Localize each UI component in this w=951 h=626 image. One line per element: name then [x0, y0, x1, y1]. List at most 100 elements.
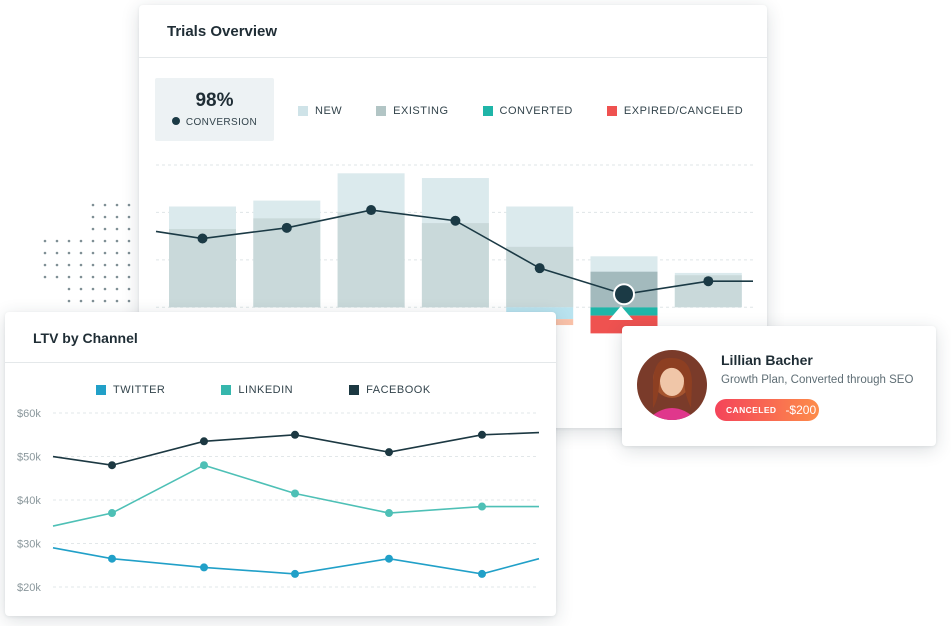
decorative-dot	[67, 263, 71, 267]
decorative-dot	[91, 263, 95, 267]
conversion-point	[197, 233, 208, 244]
conversion-dot-icon	[171, 117, 180, 125]
tooltip-pointer	[609, 306, 633, 320]
conversion-kpi: 98% CONVERSION	[155, 78, 274, 141]
ltv-chart: $20k $30k $40k $50k $60k	[17, 408, 540, 594]
legend-item-twitter[interactable]: TWITTER	[96, 384, 165, 396]
decorative-dot	[103, 251, 107, 255]
decorative-dot	[91, 239, 95, 243]
bar-existing	[253, 218, 321, 308]
decorative-dot	[55, 239, 59, 243]
decorative-dot	[127, 251, 131, 255]
decorative-dot	[103, 287, 107, 291]
series-point	[200, 563, 208, 572]
legend-item-expired-canceled[interactable]: EXPIRED/CANCELED	[606, 105, 743, 117]
decorative-dot	[127, 275, 131, 279]
series-point	[200, 461, 208, 470]
decorative-dot	[43, 275, 47, 279]
decorative-dot	[91, 227, 95, 231]
decorative-dot	[103, 239, 107, 243]
conversion-point	[281, 222, 292, 233]
decorative-dot	[79, 287, 83, 291]
y-tick-label: $30k	[17, 538, 41, 550]
decorative-dot	[115, 263, 119, 267]
legend-label: TWITTER	[113, 384, 166, 396]
status-label: CANCELED	[726, 405, 777, 415]
series-line-twitter	[52, 547, 540, 575]
decorative-dot	[103, 299, 107, 303]
decorative-dot	[115, 299, 119, 303]
decorative-dot	[127, 239, 131, 243]
decorative-dot	[127, 227, 131, 231]
legend-swatch	[376, 106, 387, 116]
decorative-dot	[115, 215, 119, 219]
decorative-dot	[67, 251, 71, 255]
avatar[interactable]	[637, 350, 707, 420]
decorative-dot-grid	[43, 203, 131, 303]
series-point	[291, 569, 299, 578]
decorative-dot	[43, 239, 47, 243]
decorative-dot	[55, 251, 59, 255]
legend-item-linkedin[interactable]: LINKEDIN	[221, 384, 293, 396]
trials-chart	[155, 164, 753, 334]
decorative-dot	[115, 275, 119, 279]
decorative-dot	[91, 251, 95, 255]
y-tick-label: $60k	[17, 408, 41, 420]
customer-plan: Growth Plan, Converted through SEO	[721, 374, 914, 386]
ltv-legend: TWITTER LINKEDIN FACEBOOK	[96, 384, 487, 396]
customer-name: Lillian Bacher	[721, 352, 813, 368]
decorative-dot	[91, 203, 95, 207]
series-point	[478, 569, 486, 578]
decorative-dot	[79, 263, 83, 267]
decorative-dot	[55, 275, 59, 279]
series-point	[200, 437, 208, 446]
bar-existing	[421, 223, 489, 308]
decorative-dot	[115, 251, 119, 255]
ltv-by-channel-card: LTV by Channel TWITTER LINKEDIN FACEBOOK…	[5, 312, 556, 616]
decorative-dot	[103, 263, 107, 267]
series-point	[108, 554, 116, 563]
legend-label: EXISTING	[393, 105, 449, 117]
legend-swatch	[349, 385, 360, 395]
trials-legend: NEW EXISTING CONVERTED EXPIRED/CANCELED	[298, 105, 777, 117]
y-tick-label: $20k	[17, 582, 41, 594]
decorative-dot	[115, 203, 119, 207]
decorative-dot	[127, 215, 131, 219]
legend-item-facebook[interactable]: FACEBOOK	[349, 384, 431, 396]
series-point	[291, 489, 299, 498]
decorative-dot	[67, 299, 71, 303]
decorative-dot	[43, 263, 47, 267]
decorative-dot	[91, 275, 95, 279]
decorative-dot	[79, 251, 83, 255]
decorative-dot	[115, 287, 119, 291]
decorative-dot	[43, 251, 47, 255]
decorative-dot	[79, 299, 83, 303]
legend-item-existing[interactable]: EXISTING	[376, 105, 448, 117]
conversion-point-active	[613, 283, 635, 306]
decorative-dot	[127, 203, 131, 207]
decorative-dot	[103, 215, 107, 219]
decorative-dot	[103, 275, 107, 279]
decorative-dot	[67, 275, 71, 279]
legend-swatch	[221, 385, 232, 395]
customer-profile-card[interactable]: Lillian Bacher Growth Plan, Converted th…	[622, 326, 936, 446]
y-tick-label: $40k	[17, 495, 41, 507]
legend-label: FACEBOOK	[366, 384, 431, 396]
decorative-dot	[127, 299, 131, 303]
conversion-value: 98%	[195, 90, 234, 111]
decorative-dot	[79, 275, 83, 279]
series-point	[108, 461, 116, 470]
legend-swatch	[606, 106, 617, 116]
legend-swatch	[482, 106, 493, 116]
decorative-dot	[55, 263, 59, 267]
decorative-dot	[91, 215, 95, 219]
decorative-dot	[67, 239, 71, 243]
bar-existing	[337, 212, 405, 308]
legend-item-new[interactable]: NEW	[298, 105, 342, 117]
legend-label: NEW	[315, 105, 343, 117]
legend-item-converted[interactable]: CONVERTED	[482, 105, 573, 117]
y-tick-label: $50k	[17, 452, 41, 464]
legend-swatch	[96, 385, 106, 395]
decorative-dot	[103, 203, 107, 207]
status-amount: -$200	[785, 403, 817, 417]
